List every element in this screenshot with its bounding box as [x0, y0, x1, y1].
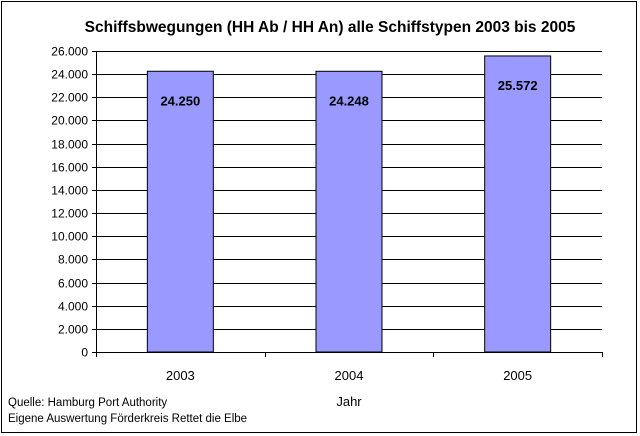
x-tick-label: 2003: [166, 368, 195, 383]
y-tick-label: 8.000: [58, 253, 88, 267]
y-tick-label: 22.000: [51, 91, 88, 105]
bar: [315, 70, 383, 353]
y-tick-label: 24.000: [51, 68, 88, 82]
y-tick-label: 18.000: [51, 138, 88, 152]
y-tick-label: 16.000: [51, 161, 88, 175]
x-tick-label: 2004: [335, 368, 364, 383]
y-tick-label: 10.000: [51, 230, 88, 244]
y-tick-label: 14.000: [51, 184, 88, 198]
y-tick-label: 20.000: [51, 114, 88, 128]
y-tick-label: 6.000: [58, 277, 88, 291]
chart-title: Schiffsbwegungen (HH Ab / HH An) alle Sc…: [84, 19, 576, 36]
x-axis-title: Jahr: [336, 394, 362, 409]
y-tick-label: 4.000: [58, 300, 88, 314]
data-label: 25.572: [498, 78, 538, 93]
x-tick-label: 2005: [503, 368, 532, 383]
data-label: 24.248: [329, 93, 369, 108]
y-tick-label: 12.000: [51, 207, 88, 221]
y-tick-label: 0: [81, 346, 88, 360]
bar: [484, 55, 552, 353]
analysis-note: Eigene Auswertung Förderkreis Rettet die…: [8, 413, 248, 425]
y-tick-label: 26.000: [51, 45, 88, 59]
data-label: 24.250: [160, 93, 200, 108]
bar: [146, 70, 214, 353]
source-note: Quelle: Hamburg Port Authority: [8, 397, 168, 409]
y-tick-label: 2.000: [58, 323, 88, 337]
